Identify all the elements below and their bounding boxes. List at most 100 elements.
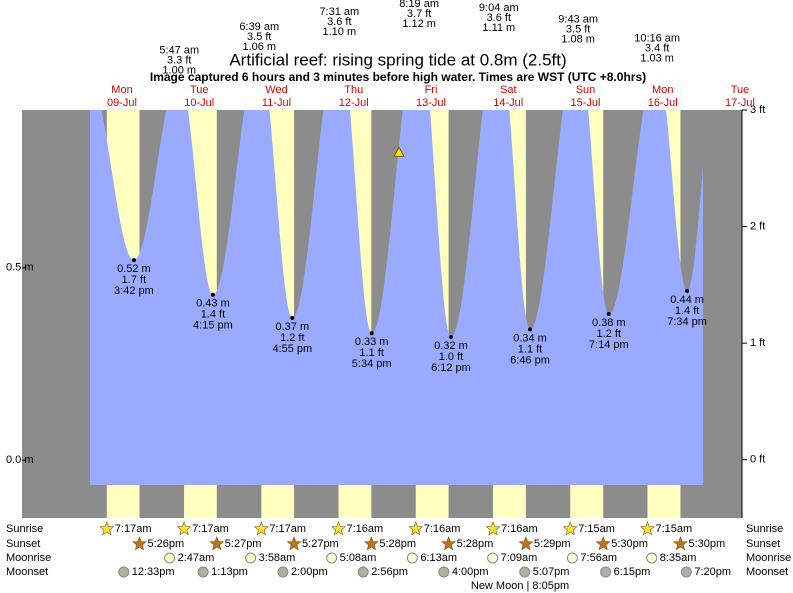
sunset-icon xyxy=(672,536,688,551)
day-weekday: Tue xyxy=(731,84,750,96)
day-date: 15-Jul xyxy=(571,97,601,109)
moonrise-time: 3:58am xyxy=(259,552,296,564)
row-label-right: Moonrise xyxy=(746,552,791,564)
sunset-icon xyxy=(518,536,534,551)
sunset-time: 5:26pm xyxy=(147,538,184,550)
moonset-icon xyxy=(438,566,450,578)
sunrise-icon xyxy=(485,521,501,536)
sunset-icon xyxy=(363,536,379,551)
sunset-icon xyxy=(441,536,457,551)
high-time: 5:47 am xyxy=(159,44,199,56)
low-point xyxy=(369,331,374,336)
moonrise-time: 7:09am xyxy=(501,552,538,564)
moonrise-icon xyxy=(164,552,176,564)
high-m: 1.03 m xyxy=(640,53,674,65)
row-label-left: Sunset xyxy=(6,538,40,550)
high-time: 10:16 am xyxy=(634,33,680,45)
moon-phase: New Moon | 8:05pm xyxy=(471,580,569,592)
y2-tick-label: 1 ft xyxy=(750,337,765,349)
sunrise-time: 7:17am xyxy=(269,523,306,535)
moonrise-icon xyxy=(566,552,578,564)
moonrise-icon xyxy=(487,552,499,564)
high-m: 1.06 m xyxy=(242,41,276,53)
day-weekday: Thu xyxy=(344,84,363,96)
day-weekday: Wed xyxy=(265,84,287,96)
low-m: 0.32 m xyxy=(434,340,468,352)
sunset-time: 5:27pm xyxy=(302,538,339,550)
low-ft: 1.2 ft xyxy=(280,332,304,344)
sunrise-icon xyxy=(639,521,655,536)
low-time: 4:55 pm xyxy=(272,343,312,355)
moonset-time: 6:15pm xyxy=(614,566,651,578)
moonset-icon xyxy=(519,566,531,578)
row-label-right: Sunset xyxy=(746,538,780,550)
day-weekday: Mon xyxy=(111,84,132,96)
high-time: 9:43 am xyxy=(558,13,598,25)
low-m: 0.37 m xyxy=(276,321,310,333)
moonset-time: 7:20pm xyxy=(694,566,731,578)
y-tick-label: 0.0 m xyxy=(6,454,34,466)
low-ft: 1.7 ft xyxy=(122,274,146,286)
current-level-marker xyxy=(393,146,405,157)
moonrise-icon xyxy=(326,552,338,564)
chart-subtitle: Image captured 6 hours and 3 minutes bef… xyxy=(150,70,646,84)
low-time: 7:14 pm xyxy=(589,339,629,351)
sunset-time: 5:27pm xyxy=(225,538,262,550)
low-ft: 1.4 ft xyxy=(675,305,699,317)
low-time: 6:12 pm xyxy=(431,362,471,374)
low-point xyxy=(685,288,690,293)
water-level xyxy=(90,110,703,485)
low-m: 0.38 m xyxy=(592,317,626,329)
high-time: 8:19 am xyxy=(399,0,439,10)
sunrise-icon xyxy=(253,521,269,536)
sunset-icon xyxy=(595,536,611,551)
y2-tick-label: 0 ft xyxy=(750,454,765,466)
high-m: 1.11 m xyxy=(482,22,515,34)
high-ft: 3.5 ft xyxy=(566,23,590,35)
high-m: 1.00 m xyxy=(162,64,196,76)
low-ft: 1.2 ft xyxy=(597,328,621,340)
low-point xyxy=(528,327,533,332)
moonrise-time: 5:08am xyxy=(340,552,377,564)
moonrise-icon xyxy=(245,552,257,564)
moonrise-icon xyxy=(646,552,658,564)
moonrise-time: 8:35am xyxy=(660,552,697,564)
low-point xyxy=(210,292,215,297)
low-time: 6:46 pm xyxy=(510,354,550,366)
high-m: 1.10 m xyxy=(322,26,356,38)
high-time: 6:39 am xyxy=(239,21,279,33)
moonset-time: 2:00pm xyxy=(291,566,328,578)
sunset-time: 5:30pm xyxy=(688,538,725,550)
day-date: 11-Jul xyxy=(262,97,291,109)
moonrise-icon xyxy=(406,552,418,564)
low-point xyxy=(448,335,453,340)
high-ft: 3.3 ft xyxy=(167,54,191,66)
sunrise-time: 7:15am xyxy=(655,523,692,535)
high-ft: 3.7 ft xyxy=(407,8,431,20)
day-date: 14-Jul xyxy=(493,97,523,109)
sunset-time: 5:28pm xyxy=(457,538,494,550)
moonset-icon xyxy=(357,566,369,578)
sunrise-icon xyxy=(408,521,424,536)
high-time: 7:31 am xyxy=(319,6,359,18)
day-weekday: Tue xyxy=(190,84,209,96)
low-time: 3:42 pm xyxy=(114,285,154,297)
moonset-time: 1:13pm xyxy=(211,566,248,578)
sunrise-time: 7:16am xyxy=(347,523,384,535)
day-date: 17-Jul xyxy=(725,97,755,109)
low-m: 0.44 m xyxy=(670,294,704,306)
row-label-left: Moonrise xyxy=(6,552,51,564)
high-ft: 3.4 ft xyxy=(645,43,669,55)
high-ft: 3.6 ft xyxy=(327,16,351,28)
moonset-icon xyxy=(197,566,209,578)
sunrise-time: 7:17am xyxy=(115,523,152,535)
y2-tick-label: 2 ft xyxy=(750,220,765,232)
moonset-time: 2:56pm xyxy=(371,566,408,578)
day-date: 12-Jul xyxy=(339,97,369,109)
chart-title: Artificial reef: rising spring tide at 0… xyxy=(229,50,566,69)
low-m: 0.34 m xyxy=(513,332,547,344)
high-ft: 3.6 ft xyxy=(487,12,511,24)
low-time: 7:34 pm xyxy=(667,316,707,328)
low-ft: 1.0 ft xyxy=(439,351,463,363)
